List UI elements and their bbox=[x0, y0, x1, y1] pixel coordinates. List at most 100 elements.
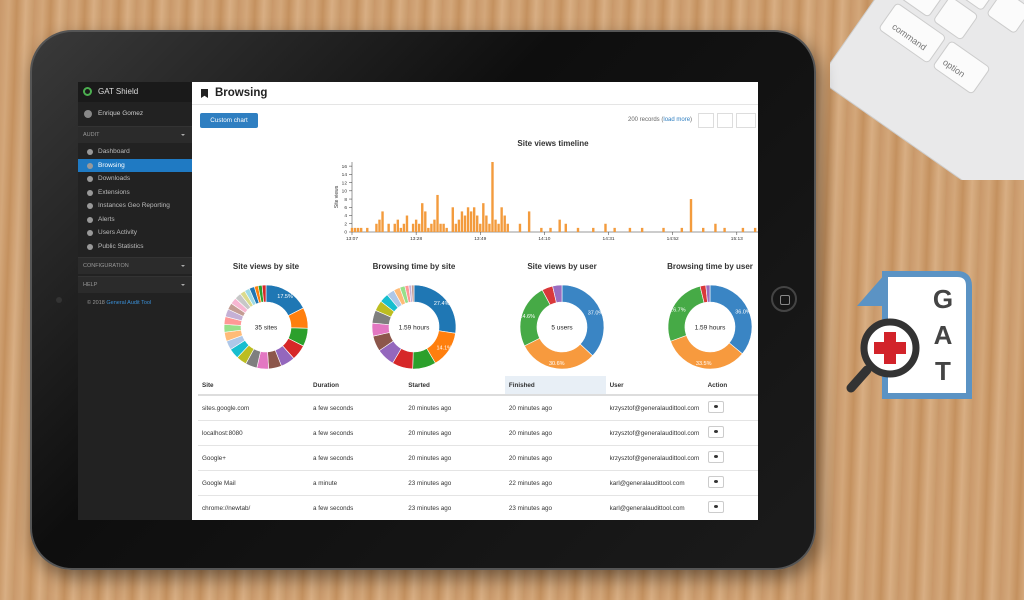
nav-label: Alerts bbox=[98, 215, 115, 223]
bar bbox=[469, 211, 473, 232]
bar bbox=[540, 227, 543, 232]
table-row: Google Mail a minute 23 minutes ago 22 minu… bbox=[198, 470, 758, 496]
nav-icon bbox=[87, 230, 93, 236]
bar bbox=[576, 227, 580, 232]
bar bbox=[411, 223, 415, 232]
bar bbox=[753, 227, 757, 232]
nav-item[interactable]: Extensions bbox=[78, 186, 192, 199]
cell: 20 minutes ago bbox=[404, 445, 505, 471]
main: Browsing Custom chart 200 records (load … bbox=[192, 82, 758, 520]
y-tick-label: 4 bbox=[344, 213, 347, 219]
nav-icon bbox=[87, 149, 93, 155]
view-button[interactable] bbox=[707, 451, 724, 463]
slice-label: 14.1% bbox=[436, 345, 452, 351]
footer: © 2018 General Audit Tool bbox=[87, 300, 151, 306]
cell: a few seconds bbox=[309, 420, 405, 446]
nav-item[interactable]: Downloads bbox=[78, 172, 192, 185]
cell: localhost:8080 bbox=[198, 420, 310, 446]
column-header[interactable]: Started bbox=[404, 376, 505, 396]
cell: a few seconds bbox=[309, 395, 405, 421]
center-label: 1.59 hours bbox=[695, 325, 726, 332]
column-header[interactable]: Action bbox=[703, 376, 758, 396]
home-button[interactable] bbox=[771, 286, 797, 312]
key bbox=[987, 0, 1024, 33]
filter-button[interactable] bbox=[698, 113, 714, 128]
sort-button[interactable] bbox=[717, 113, 733, 128]
chart-title: Browsing time by site bbox=[373, 262, 456, 271]
nav-section[interactable]: CONFIGURATION bbox=[78, 257, 192, 274]
nav-section[interactable]: HELP bbox=[78, 276, 192, 293]
nav-icon bbox=[87, 203, 93, 209]
nav-section[interactable]: AUDIT bbox=[78, 126, 192, 143]
table-body: sites.google.com a few seconds 20 minutes … bbox=[198, 395, 758, 520]
slice-label: 30.6% bbox=[549, 361, 565, 367]
cell: 20 minutes ago bbox=[504, 395, 606, 421]
cell: a minute bbox=[309, 470, 405, 496]
view-button[interactable] bbox=[707, 501, 724, 513]
column-header[interactable]: User bbox=[605, 376, 704, 396]
bar bbox=[689, 199, 693, 232]
pie-slice bbox=[561, 284, 605, 357]
cell: 20 minutes ago bbox=[404, 395, 505, 421]
y-tick-label: 12 bbox=[342, 180, 348, 186]
nav-item[interactable]: Alerts bbox=[78, 213, 192, 226]
column-header[interactable]: Finished bbox=[504, 376, 606, 396]
pie-slice bbox=[709, 284, 753, 355]
bar bbox=[417, 223, 421, 232]
bar bbox=[396, 219, 400, 232]
logo-fold bbox=[857, 274, 885, 306]
action-cell bbox=[703, 420, 758, 446]
logo-cross bbox=[874, 332, 906, 364]
bar bbox=[488, 223, 491, 232]
nav-item[interactable]: Dashboard bbox=[78, 145, 192, 158]
cell: a few seconds bbox=[309, 495, 405, 520]
x-tick-label: 14:10 bbox=[538, 236, 550, 242]
nav-label: Extensions bbox=[98, 188, 130, 196]
logo-letter: T bbox=[935, 356, 951, 386]
view-button[interactable] bbox=[707, 401, 724, 413]
pie-slice bbox=[552, 284, 563, 303]
view-button[interactable] bbox=[707, 426, 724, 438]
bar bbox=[723, 227, 726, 232]
cell: Google Mail bbox=[198, 470, 310, 496]
x-tick-label: 13:07 bbox=[346, 236, 358, 242]
key bbox=[901, 0, 945, 17]
records-text: ) bbox=[690, 117, 693, 123]
load-more[interactable]: load more bbox=[663, 117, 691, 123]
view-button[interactable] bbox=[707, 476, 724, 488]
pie-slice bbox=[261, 284, 267, 303]
x-tick-label: 14:52 bbox=[667, 236, 679, 242]
nav-item[interactable]: Public Statistics bbox=[78, 240, 192, 253]
bar bbox=[433, 219, 436, 232]
custom-chart-button[interactable]: Custom chart bbox=[200, 113, 258, 128]
slice-label: 33.5% bbox=[696, 361, 712, 367]
home-icon bbox=[780, 295, 790, 305]
user-name: Enrique Gomez bbox=[98, 110, 144, 117]
bar bbox=[491, 162, 494, 232]
cell: 22 minutes ago bbox=[504, 470, 606, 496]
x-tick-label: 15:13 bbox=[731, 236, 743, 242]
bar bbox=[485, 215, 488, 232]
nav-icon bbox=[87, 162, 93, 169]
export-button[interactable] bbox=[736, 113, 756, 128]
cell: karl@generalaudittool.com bbox=[605, 470, 704, 496]
nav-item[interactable]: Users Activity bbox=[78, 226, 192, 239]
nav-item[interactable]: Browsing bbox=[78, 158, 192, 172]
action-cell bbox=[703, 445, 758, 471]
bar bbox=[506, 223, 509, 232]
column-header[interactable]: Site bbox=[198, 376, 310, 396]
nav-item[interactable]: Instances Geo Reporting bbox=[78, 199, 192, 212]
footer-link[interactable]: General Audit Tool bbox=[106, 300, 152, 306]
bar bbox=[476, 215, 479, 232]
cell: Google+ bbox=[198, 445, 310, 471]
user-row[interactable]: Enrique Gomez bbox=[78, 104, 192, 124]
bar bbox=[399, 227, 403, 232]
bar bbox=[439, 223, 442, 232]
bar bbox=[549, 227, 552, 232]
column-header[interactable]: Duration bbox=[309, 376, 405, 396]
bar bbox=[375, 223, 378, 232]
bar bbox=[613, 227, 616, 232]
bar bbox=[518, 223, 522, 232]
bar bbox=[414, 219, 418, 232]
cell: chrome://newtab/ bbox=[198, 495, 310, 520]
